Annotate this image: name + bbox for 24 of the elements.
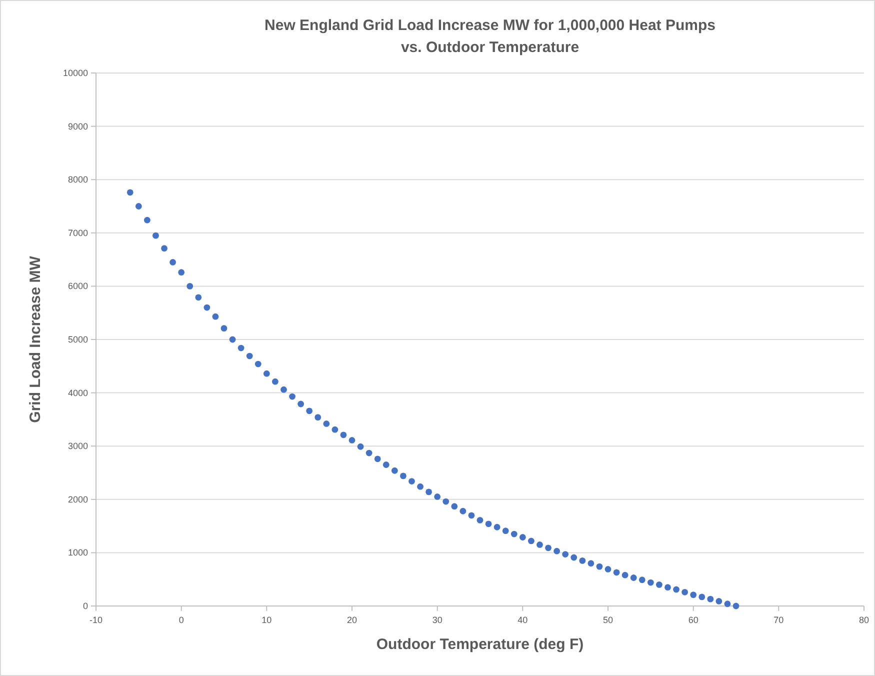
- y-tick-label: 4000: [68, 388, 88, 398]
- x-tick-label: 60: [688, 615, 698, 625]
- x-tick-label: 20: [346, 615, 358, 625]
- x-axis-title: Outdoor Temperature (deg F): [376, 636, 584, 653]
- x-tick-label: 80: [858, 615, 870, 625]
- x-tick-label: 50: [602, 615, 614, 625]
- x-tick-label: 70: [774, 615, 784, 625]
- x-tick-label: 0: [178, 615, 184, 625]
- chart-title: New England Grid Load Increase MW for 1,000,000 Heat Pumps vs. Outdoor Temperature: [264, 17, 716, 56]
- y-tick-label: 2000: [68, 494, 88, 504]
- y-tick-label: 9000: [68, 121, 88, 132]
- x-tick-label: -10: [89, 615, 103, 625]
- y-tick-label: 3000: [68, 441, 88, 452]
- y-tick-label: 5000: [68, 334, 88, 344]
- y-tick-label: 6000: [68, 281, 88, 292]
- x-tick-label: 40: [518, 615, 528, 625]
- y-tick-label: 10000: [62, 68, 88, 78]
- y-axis-title: Grid Load Increase MW: [27, 255, 44, 423]
- y-tick-label: 0: [82, 601, 88, 611]
- x-tick-label: 10: [262, 615, 272, 625]
- y-tick-label: 1000: [68, 548, 88, 558]
- x-tick-label: 30: [432, 615, 442, 625]
- y-tick-label: 7000: [68, 228, 88, 238]
- y-tick-label: 8000: [68, 174, 88, 185]
